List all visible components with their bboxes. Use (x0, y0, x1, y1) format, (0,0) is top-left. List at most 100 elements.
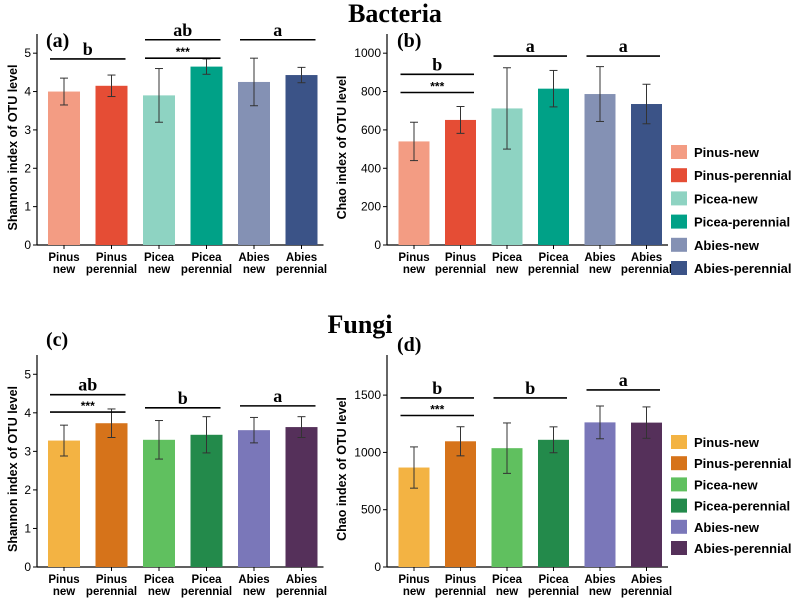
y-tick-label: 500 (361, 503, 381, 517)
bar (238, 81, 270, 245)
significance-letter: a (273, 20, 282, 40)
y-tick-label: 2 (24, 161, 31, 175)
x-tick-label-type: new (589, 264, 611, 276)
x-tick-label-genus: Pinus (398, 574, 429, 586)
y-tick-label: 0 (374, 238, 381, 252)
x-tick-label-type: perennial (181, 586, 232, 598)
legend-swatch (671, 541, 687, 555)
significance-letter: b (83, 39, 93, 59)
bar (631, 422, 662, 567)
x-tick-label-type: perennial (276, 586, 327, 598)
x-tick-label-genus: Picea (492, 574, 523, 586)
y-tick-label: 1 (24, 521, 31, 535)
legend-label: Pinus-new (694, 145, 760, 160)
bar (631, 104, 662, 245)
legend-label: Pinus-new (694, 435, 760, 450)
x-tick-label-genus: Picea (144, 252, 175, 264)
y-axis-label: Shannon index of OTU level (6, 65, 20, 231)
significance-letter: b (432, 378, 442, 398)
bar (538, 88, 569, 245)
y-tick-label: 0 (24, 560, 31, 574)
bar (584, 422, 616, 567)
x-tick-label-genus: Abies (238, 574, 269, 586)
bar (445, 119, 476, 245)
y-tick-label: 4 (24, 85, 31, 99)
significance-letter: a (526, 36, 535, 56)
x-tick-label-genus: Picea (144, 574, 175, 586)
y-tick-label: 3 (24, 123, 31, 137)
significance-stars: *** (430, 80, 444, 94)
x-tick-label-genus: Picea (538, 252, 569, 264)
x-tick-label-genus: Pinus (48, 574, 79, 586)
x-tick-label-type: new (403, 264, 425, 276)
x-tick-label-type: perennial (435, 264, 486, 276)
x-tick-label-genus: Pinus (398, 252, 429, 264)
legend-label: Pinus-perennial (694, 456, 791, 471)
bar (238, 430, 270, 567)
y-axis-label: Chao index of OTU level (335, 76, 349, 220)
significance-letter: a (273, 386, 282, 406)
x-tick-label-type: new (589, 586, 611, 598)
significance-stars: *** (430, 403, 444, 417)
legend-swatch (671, 261, 687, 275)
x-tick-label-genus: Picea (538, 574, 569, 586)
x-tick-label-type: new (148, 264, 170, 276)
x-tick-label-type: perennial (86, 586, 137, 598)
x-tick-label-type: perennial (621, 586, 672, 598)
legend-swatch (671, 191, 687, 206)
panel-label: (d) (397, 334, 421, 356)
legend-label: Pinus-perennial (694, 168, 791, 183)
legend-label: Picea-perennial (694, 499, 790, 514)
y-tick-label: 5 (24, 367, 31, 381)
x-tick-label-genus: Pinus (96, 252, 127, 264)
x-tick-label-genus: Abies (286, 252, 317, 264)
legend-label: Abies-new (694, 238, 760, 253)
x-tick-label-type: new (53, 586, 75, 598)
x-tick-label-genus: Picea (191, 574, 222, 586)
bar (95, 423, 128, 567)
bacteria-title: Bacteria (348, 0, 442, 28)
significance-letter: b (178, 388, 188, 408)
bar (538, 439, 569, 567)
x-tick-label-type: new (496, 264, 518, 276)
x-tick-label-type: perennial (276, 264, 327, 276)
x-tick-label-type: perennial (435, 586, 486, 598)
x-tick-label-type: new (53, 264, 75, 276)
y-tick-label: 5 (24, 46, 31, 60)
x-tick-label-genus: Abies (584, 574, 615, 586)
x-tick-label-genus: Abies (238, 252, 269, 264)
legend-swatch (671, 168, 687, 183)
y-tick-label: 2 (24, 483, 31, 497)
legend-swatch (671, 237, 687, 252)
legend-swatch (671, 214, 687, 229)
legend-label: Abies-perennial (694, 261, 791, 276)
legend-label: Picea-perennial (694, 215, 790, 230)
bacteria-legend: Pinus-new Pinus-perennial Picea-new Picea-p… (671, 145, 791, 276)
x-tick-label-genus: Abies (286, 574, 317, 586)
x-tick-label-genus: Picea (492, 252, 523, 264)
x-tick-label-genus: Abies (584, 252, 615, 264)
y-tick-label: 4 (24, 406, 31, 420)
x-tick-label-genus: Pinus (445, 574, 476, 586)
legend-label: Abies-perennial (694, 541, 791, 556)
bar (143, 439, 175, 567)
bar (285, 75, 318, 245)
y-tick-label: 3 (24, 444, 31, 458)
x-tick-label-type: perennial (528, 586, 579, 598)
x-tick-label-type: new (243, 264, 265, 276)
x-tick-label-genus: Abies (631, 252, 662, 264)
x-tick-label-genus: Picea (191, 252, 222, 264)
fungi-title: Fungi (327, 310, 392, 339)
panel-label: (b) (397, 30, 421, 52)
legend-swatch (671, 519, 687, 534)
x-tick-label-genus: Pinus (48, 252, 79, 264)
y-tick-label: 0 (374, 560, 381, 574)
significance-letter: ab (173, 20, 192, 40)
y-tick-label: 1000 (354, 445, 381, 459)
significance-letter: ab (78, 375, 97, 395)
bar (95, 85, 128, 245)
legend-label: Abies-new (694, 520, 760, 535)
